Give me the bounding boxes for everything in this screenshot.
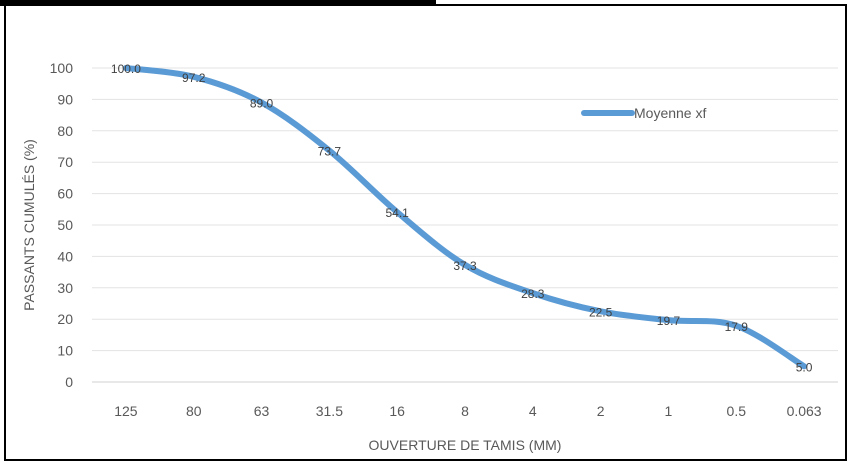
x-tick-label: 0.063: [787, 403, 822, 419]
x-tick-label: 125: [114, 403, 138, 419]
data-label: 28.3: [521, 287, 545, 301]
x-tick-label: 8: [461, 403, 469, 419]
x-tick-label: 80: [186, 403, 202, 419]
x-tick-label: 0.5: [727, 403, 747, 419]
x-tick-label: 63: [254, 403, 270, 419]
x-axis-title: OUVERTURE DE TAMIS (MM): [369, 437, 562, 453]
data-label: 17.9: [725, 320, 749, 334]
data-label: 37.3: [453, 259, 477, 273]
data-label: 73.7: [318, 145, 342, 159]
data-label: 89.0: [250, 97, 274, 111]
x-tick-label: 2: [597, 403, 605, 419]
data-labels: 100.0 97.2 89.0 73.7 54.1 37.3 28.3 22.5 19.7 17.…: [111, 62, 813, 374]
data-label: 22.5: [589, 305, 613, 319]
series-line-moyenne-xf: [122, 65, 808, 370]
legend-label: Moyenne xf: [634, 105, 706, 121]
y-tick-label: 10: [57, 343, 73, 359]
y-tick-label: 80: [57, 123, 73, 139]
x-tick-labels: 125 80 63 31.5 16 8 4 2 1 0.5 0.063: [114, 403, 822, 419]
data-label: 97.2: [182, 71, 206, 85]
chart-frame: [4, 4, 847, 461]
y-axis-title: PASSANTS CUMULÉS (%): [21, 139, 37, 311]
y-tick-label: 30: [57, 280, 73, 296]
x-tick-label: 31.5: [316, 403, 343, 419]
data-label: 19.7: [657, 314, 681, 328]
y-tick-label: 50: [57, 217, 73, 233]
gridlines: [92, 67, 838, 383]
data-label: 5.0: [796, 360, 813, 374]
data-label: 54.1: [386, 206, 410, 220]
x-tick-label: 1: [665, 403, 673, 419]
y-tick-label: 100: [50, 60, 74, 76]
y-tick-label: 90: [57, 91, 73, 107]
y-tick-label: 40: [57, 248, 73, 264]
y-tick-labels: 0 10 20 30 40 50 60 70 80 90 100: [50, 60, 74, 390]
x-tick-label: 16: [389, 403, 405, 419]
data-label: 100.0: [111, 62, 141, 76]
y-tick-label: 60: [57, 186, 73, 202]
x-tick-label: 4: [529, 403, 537, 419]
y-tick-label: 20: [57, 311, 73, 327]
header-bar: [0, 0, 436, 6]
legend: Moyenne xf: [581, 105, 706, 121]
y-tick-label: 70: [57, 154, 73, 170]
y-tick-label: 0: [65, 374, 73, 390]
